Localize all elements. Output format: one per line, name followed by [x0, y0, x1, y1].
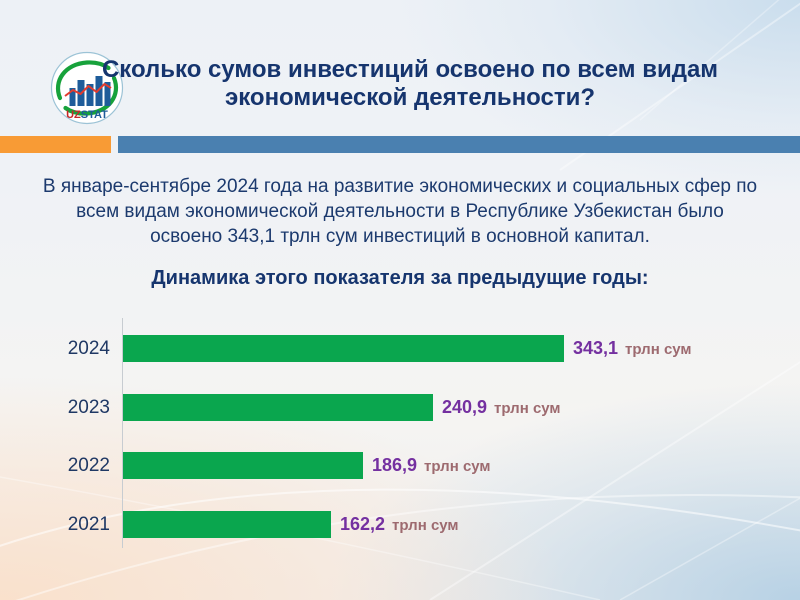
- year-label: 2023: [67, 397, 110, 418]
- bar-chart: 2024 343,1 трлн сум 2023 240,9 трлн сум 2022 18…: [0, 318, 800, 550]
- value-label-group: 240,9 трлн сум: [442, 394, 561, 421]
- value-bar: [123, 394, 433, 421]
- year-label: 2021: [67, 514, 110, 535]
- chart-row: 2024 343,1 трлн сум: [0, 335, 800, 362]
- value-label-group: 186,9 трлн сум: [372, 452, 491, 479]
- chart-row: 2023 240,9 трлн сум: [0, 394, 800, 421]
- accent-band-blue: [118, 136, 800, 153]
- intro-text: В январе-сентябре 2024 года на развитие …: [42, 176, 758, 247]
- value-bar: [123, 452, 363, 479]
- value-bar: [123, 335, 564, 362]
- value-label: 162,2: [340, 514, 386, 534]
- value-label: 343,1: [573, 338, 619, 358]
- unit-label: трлн сум: [494, 400, 561, 417]
- logo-text: UZSTAT: [66, 109, 108, 121]
- value-label-group: 343,1 трлн сум: [573, 335, 692, 362]
- logo-text-uz: UZ: [66, 109, 81, 121]
- logo-trend-line: [64, 83, 112, 97]
- unit-label: трлн сум: [392, 517, 459, 534]
- page-title: Сколько сумов инвестиций освоено по всем…: [101, 56, 719, 111]
- chart-axis-line: [122, 318, 123, 548]
- chart-title: Динамика этого показателя за предыдущие …: [151, 267, 649, 289]
- unit-label: трлн сум: [625, 341, 692, 358]
- chart-row: 2021 162,2 трлн сум: [0, 511, 800, 538]
- value-label-group: 162,2 трлн сум: [340, 511, 459, 538]
- logo-text-stat: STAT: [81, 109, 108, 121]
- year-label: 2022: [67, 455, 110, 476]
- value-label: 186,9: [372, 455, 418, 475]
- uzstat-logo: UZSTAT: [50, 51, 124, 125]
- chart-row: 2022 186,9 трлн сум: [0, 452, 800, 479]
- value-bar: [123, 511, 331, 538]
- unit-label: трлн сум: [424, 458, 491, 475]
- year-label: 2024: [67, 338, 110, 359]
- accent-band-orange: [0, 136, 111, 153]
- logo-swoosh-bottom: [63, 75, 118, 116]
- value-label: 240,9: [442, 397, 488, 417]
- logo-swoosh-top: [56, 60, 111, 101]
